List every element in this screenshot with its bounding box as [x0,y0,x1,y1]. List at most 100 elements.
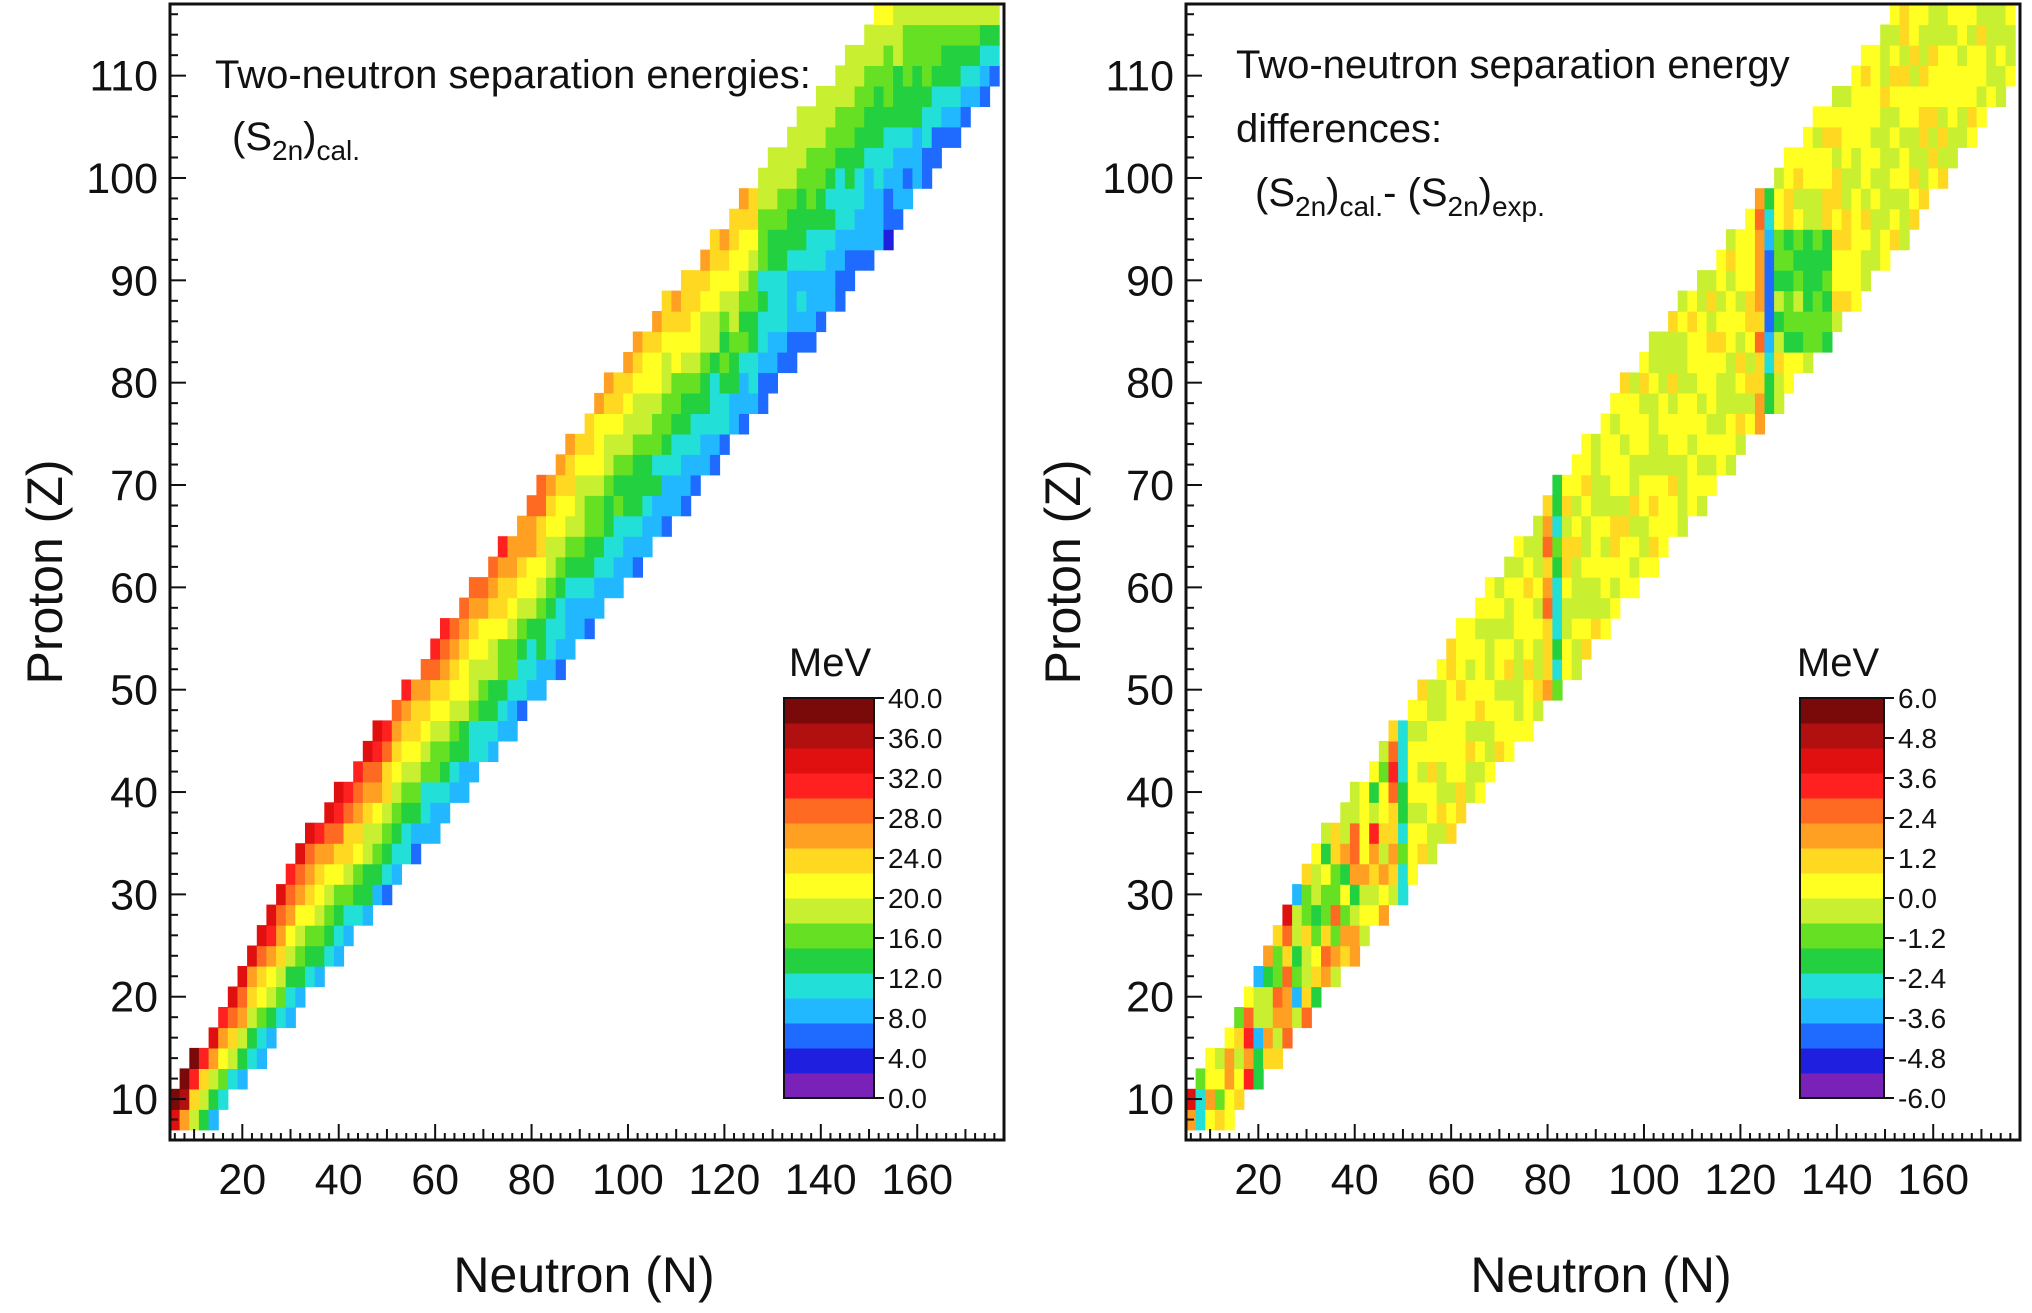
heatmap-cell [430,679,441,701]
heatmap-cell [1436,659,1447,681]
heatmap-cell [738,208,750,230]
heatmap-cell [1841,229,1852,251]
heatmap-cell [536,638,547,660]
x-tick-label: 60 [411,1156,459,1204]
heatmap-cell [411,761,422,783]
heatmap-cell [1523,577,1534,599]
heatmap-cell [1812,270,1823,292]
heatmap-cell [787,208,798,230]
heatmap-cell [902,44,913,66]
heatmap-cell [401,761,412,783]
heatmap-cell [632,331,643,353]
heatmap-cell [825,229,836,251]
heatmap-cell [1938,126,1949,148]
heatmap-cell [690,372,701,394]
heatmap-cell [1832,249,1843,271]
heatmap-cell [777,290,788,312]
heatmap-cell [1735,290,1746,312]
heatmap-cell [488,638,499,660]
heatmap-cell [198,1109,210,1131]
heatmap-cell [873,126,884,148]
heatmap-cell [449,638,460,660]
heatmap-cell [632,352,643,374]
heatmap-cell [1947,85,1958,107]
heatmap-cell [603,495,615,517]
x-axis-title-right: Neutron (N) [1470,1247,1731,1303]
heatmap-cell [1668,433,1679,455]
heatmap-cell [1928,126,1939,148]
heatmap-cell [1369,904,1380,926]
heatmap-cell [1504,556,1515,578]
heatmap-cell [382,843,393,865]
heatmap-cell [864,24,875,46]
heatmap-cell [1851,249,1862,271]
heatmap-cell [256,986,267,1008]
heatmap-cell [1619,536,1631,558]
heatmap-cell [1822,249,1833,271]
heatmap-cell [941,85,952,107]
heatmap-cell [1272,925,1283,947]
heatmap-cell [1832,106,1843,128]
heatmap-cell [440,720,451,742]
heatmap-cell [613,372,624,394]
heatmap-cell [1398,802,1409,824]
colorbar-band [1800,723,1884,749]
heatmap-cell [1918,85,1929,107]
heatmap-cell [1687,311,1698,333]
heatmap-cell [1504,659,1515,681]
heatmap-cell [1822,229,1833,251]
colorbar-label: -6.0 [1898,1083,1946,1114]
heatmap-cell [1851,147,1862,169]
heatmap-cell [430,781,441,803]
heatmap-cell [1533,556,1544,578]
x-tick-label: 80 [1524,1156,1572,1204]
heatmap-cell [1697,495,1708,517]
heatmap-cell [449,740,460,762]
heatmap-cell [1378,843,1389,865]
heatmap-cell [1224,1027,1235,1049]
colorbar-label: 36.0 [888,723,943,754]
heatmap-cell [1263,1047,1274,1069]
heatmap-cell [873,147,884,169]
heatmap-cell [1542,659,1553,681]
heatmap-cell [1465,679,1476,701]
heatmap-cell [1340,802,1351,824]
heatmap-cell [864,229,875,251]
heatmap-cell [1725,352,1737,374]
heatmap-cell [642,352,653,374]
heatmap-cell [1484,618,1496,640]
heatmap-cell [1783,352,1794,374]
heatmap-cell [1745,331,1756,353]
heatmap-cell [517,618,528,640]
heatmap-cell [709,249,721,271]
heatmap-cell [333,945,345,967]
heatmap-cell [1851,167,1862,189]
heatmap-cell [1947,65,1958,87]
heatmap-cell [816,229,827,251]
heatmap-cell [189,1088,200,1110]
heatmap-cell [1639,495,1650,517]
heatmap-cell [1697,433,1708,455]
heatmap-cell [1889,229,1900,251]
heatmap-cell [555,659,566,681]
heatmap-cell [1677,433,1688,455]
heatmap-cell [430,740,441,762]
heatmap-cell [546,597,557,619]
heatmap-cell [748,270,759,292]
heatmap-cell [1417,740,1428,762]
heatmap-cell [1533,577,1544,599]
heatmap-cell [1716,352,1727,374]
heatmap-cell [1803,290,1814,312]
heatmap-cell [1562,659,1573,681]
heatmap-cell [700,352,711,374]
heatmap-cell [700,413,711,435]
heatmap-cell [1562,597,1573,619]
heatmap-cell [1793,311,1804,333]
heatmap-cell [179,1068,190,1090]
heatmap-cell [1378,863,1389,885]
heatmap-cell [507,577,518,599]
heatmap-cell [1600,454,1611,476]
heatmap-cell [276,925,287,947]
heatmap-cell [1388,802,1399,824]
heatmap-cell [1398,781,1409,803]
